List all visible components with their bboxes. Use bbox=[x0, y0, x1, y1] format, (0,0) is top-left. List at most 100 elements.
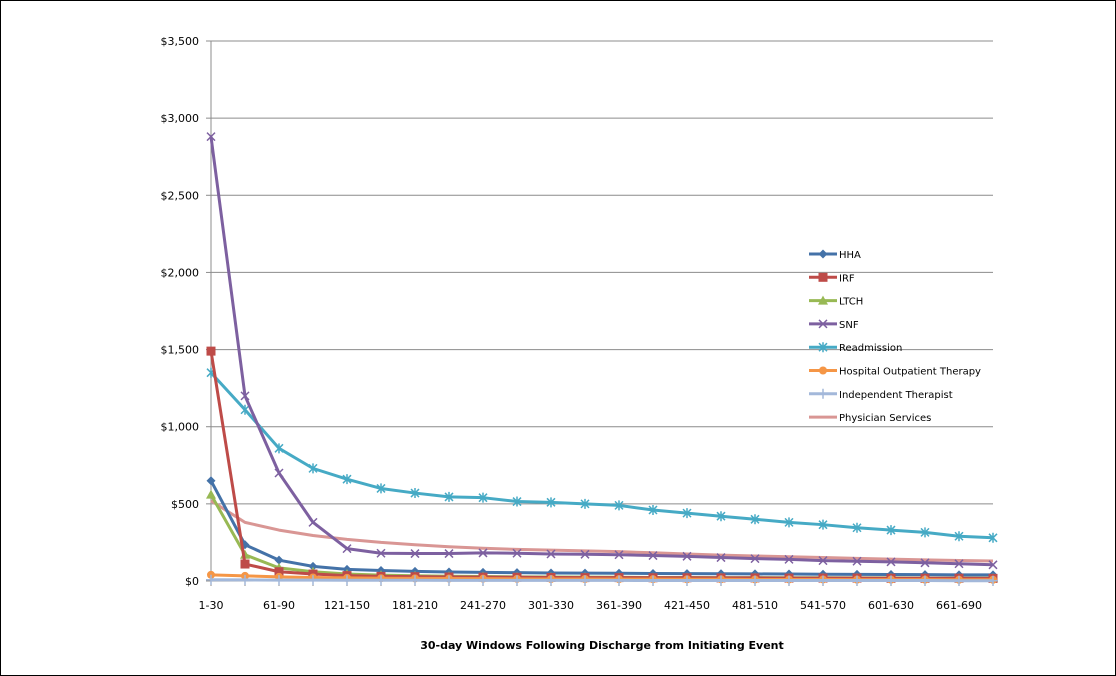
data-point-independent-therapist bbox=[648, 575, 658, 586]
data-point-independent-therapist bbox=[784, 575, 794, 586]
data-point-snf bbox=[920, 558, 930, 568]
data-point-snf bbox=[376, 548, 386, 558]
y-tick-labels: $0 $500 $1,000 $1,500 $2,000 $2,500 $3,000 $3,5… bbox=[161, 35, 200, 588]
y-tick-label: $1,000 bbox=[161, 421, 200, 434]
data-point-snf bbox=[206, 132, 216, 142]
y-tick-label: $3,500 bbox=[161, 35, 200, 48]
data-point-independent-therapist bbox=[750, 575, 760, 586]
data-point-snf bbox=[410, 549, 420, 559]
data-point-snf bbox=[886, 557, 896, 567]
legend-item-snf: SNF bbox=[809, 319, 859, 331]
series-readmission bbox=[206, 367, 998, 543]
data-point-readmission bbox=[988, 532, 998, 543]
data-point-readmission bbox=[410, 488, 420, 499]
legend-marker bbox=[818, 295, 828, 305]
data-point-readmission bbox=[852, 522, 862, 533]
legend-item-irf: IRF bbox=[809, 272, 855, 284]
data-point-ltch bbox=[206, 489, 216, 499]
data-point-snf bbox=[512, 548, 522, 558]
data-point-readmission bbox=[342, 474, 352, 485]
data-point-irf bbox=[206, 346, 216, 356]
data-point-independent-therapist bbox=[410, 575, 420, 586]
data-point-snf bbox=[342, 544, 352, 554]
legend-item-physician-services: Physician Services bbox=[809, 413, 931, 424]
data-point-readmission bbox=[648, 505, 658, 516]
gridlines bbox=[206, 40, 993, 582]
legend-marker bbox=[819, 366, 827, 375]
data-point-readmission bbox=[954, 531, 964, 542]
legend-marker bbox=[818, 249, 828, 259]
legend-item-independent-therapist: Independent Therapist bbox=[809, 388, 953, 401]
data-point-readmission bbox=[784, 517, 794, 528]
data-point-readmission bbox=[920, 527, 930, 538]
data-point-independent-therapist bbox=[852, 575, 862, 586]
x-tick-label: 601-630 bbox=[868, 599, 914, 612]
series-layer bbox=[206, 132, 998, 586]
legend-label: Independent Therapist bbox=[839, 390, 953, 401]
data-point-hha bbox=[206, 476, 216, 486]
data-point-independent-therapist bbox=[308, 575, 318, 586]
data-point-readmission bbox=[444, 491, 454, 502]
data-point-independent-therapist bbox=[818, 575, 828, 586]
x-tick-labels: 1-30 61-90 121-150 181-210 241-270 301-330 361… bbox=[199, 599, 982, 612]
data-point-snf bbox=[308, 517, 318, 527]
data-point-readmission bbox=[580, 498, 590, 509]
series-irf bbox=[206, 346, 998, 583]
y-tick-label: $2,500 bbox=[161, 189, 200, 202]
data-point-snf bbox=[614, 550, 624, 560]
data-point-snf bbox=[716, 553, 726, 563]
legend-label: Hospital Outpatient Therapy bbox=[839, 367, 981, 378]
data-point-readmission bbox=[308, 463, 318, 474]
legend: HHA IRF LTCH SNF Readmission Hospital Outpati… bbox=[809, 249, 981, 424]
data-point-independent-therapist bbox=[342, 575, 352, 586]
data-point-readmission bbox=[240, 404, 250, 415]
data-point-irf bbox=[240, 559, 250, 569]
series-physician-services bbox=[210, 499, 994, 563]
data-point-hha bbox=[274, 555, 284, 565]
data-point-readmission bbox=[716, 511, 726, 522]
data-point-readmission bbox=[818, 519, 828, 530]
series-line-irf bbox=[209, 350, 994, 580]
data-point-hha bbox=[308, 561, 318, 571]
series-snf bbox=[206, 132, 998, 570]
legend-label: Physician Services bbox=[839, 413, 931, 424]
data-point-snf bbox=[988, 560, 998, 570]
data-point-independent-therapist bbox=[716, 575, 726, 586]
legend-item-hha: HHA bbox=[809, 249, 861, 261]
data-point-snf bbox=[546, 549, 556, 559]
data-point-irf bbox=[274, 567, 284, 577]
data-point-snf bbox=[682, 551, 692, 561]
legend-label: IRF bbox=[839, 273, 855, 284]
series-line-hha bbox=[209, 480, 993, 577]
data-point-independent-therapist bbox=[988, 575, 998, 586]
x-tick-label: 61-90 bbox=[263, 599, 295, 612]
x-axis-title: 30-day Windows Following Discharge from … bbox=[420, 639, 784, 652]
data-point-snf bbox=[818, 556, 828, 566]
data-point-snf bbox=[750, 554, 760, 564]
data-point-snf bbox=[444, 549, 454, 559]
legend-item-hospital-outpatient-therapy: Hospital Outpatient Therapy bbox=[809, 366, 981, 378]
data-point-readmission bbox=[614, 500, 624, 511]
data-point-independent-therapist bbox=[920, 575, 930, 586]
series-line-readmission bbox=[209, 371, 994, 540]
legend-item-readmission: Readmission bbox=[809, 342, 902, 354]
data-point-independent-therapist bbox=[682, 575, 692, 586]
y-tick-label: $0 bbox=[185, 575, 199, 588]
data-point-readmission bbox=[546, 497, 556, 508]
data-point-readmission bbox=[478, 492, 488, 503]
y-tick-label: $1,500 bbox=[161, 344, 200, 357]
data-point-independent-therapist bbox=[444, 575, 454, 586]
data-point-readmission bbox=[750, 514, 760, 525]
legend-label: HHA bbox=[839, 250, 861, 261]
x-tick-label: 1-30 bbox=[199, 599, 224, 612]
x-tick-label: 301-330 bbox=[528, 599, 574, 612]
legend-marker bbox=[818, 388, 828, 399]
data-point-snf bbox=[852, 556, 862, 566]
legend-label: LTCH bbox=[839, 297, 863, 308]
x-tick-label: 421-450 bbox=[664, 599, 710, 612]
x-tick-label: 121-150 bbox=[324, 599, 370, 612]
data-point-readmission bbox=[512, 496, 522, 507]
data-point-independent-therapist bbox=[206, 574, 216, 585]
